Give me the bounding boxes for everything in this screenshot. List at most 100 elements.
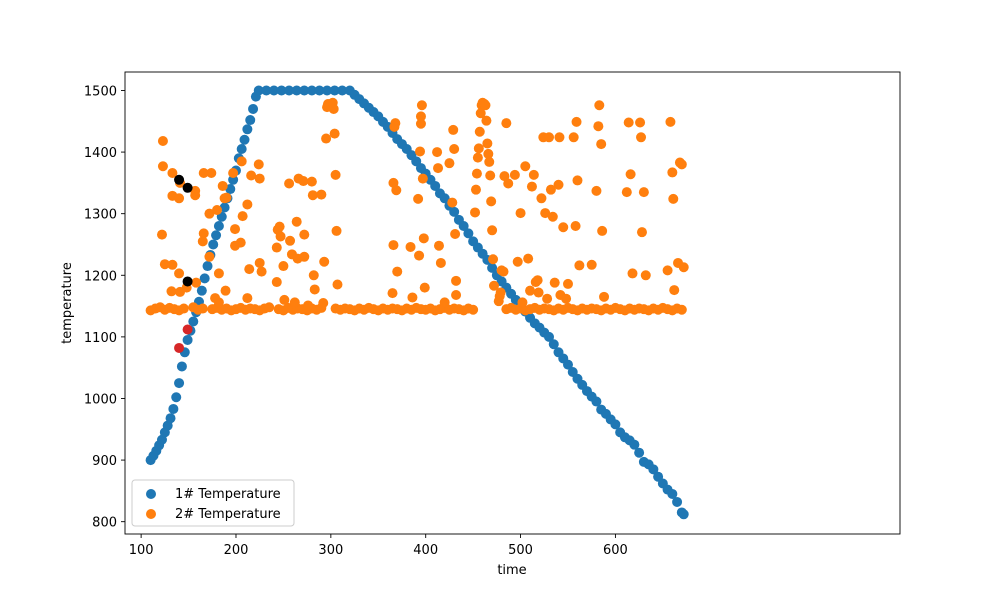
- data-point: [278, 261, 289, 272]
- data-point: [532, 275, 543, 286]
- data-point: [448, 124, 459, 135]
- data-point: [392, 266, 403, 277]
- points-layer: [145, 85, 689, 520]
- data-point: [594, 100, 605, 111]
- data-point: [330, 169, 341, 180]
- data-point: [474, 126, 485, 137]
- data-point: [242, 199, 253, 210]
- data-point: [549, 277, 560, 288]
- data-point: [610, 419, 621, 430]
- legend-label-series-2: 2# Temperature: [175, 507, 281, 522]
- data-point: [470, 184, 481, 195]
- x-axis-ticks: 100 200 300 400 500 600: [129, 534, 628, 558]
- highlight-point: [174, 174, 185, 185]
- data-point: [544, 132, 555, 143]
- data-point: [472, 152, 483, 163]
- y-tick-label: 800: [92, 516, 117, 531]
- data-point: [676, 304, 687, 315]
- data-point: [198, 168, 209, 179]
- data-point: [276, 85, 287, 96]
- legend: 1# Temperature 2# Temperature: [131, 479, 295, 527]
- plot-frame: [124, 71, 901, 535]
- data-point: [413, 193, 424, 204]
- data-point: [314, 85, 325, 96]
- data-point: [329, 85, 340, 96]
- data-point: [199, 273, 210, 284]
- data-point: [499, 171, 510, 182]
- data-point: [174, 193, 185, 204]
- data-point: [667, 488, 678, 499]
- data-point: [439, 297, 450, 308]
- data-point: [167, 259, 178, 270]
- data-point: [676, 159, 687, 170]
- data-point: [533, 287, 544, 298]
- data-point: [449, 206, 460, 217]
- data-point: [545, 184, 556, 195]
- legend-marker-series-2: [146, 509, 156, 519]
- data-point: [558, 222, 569, 233]
- data-point: [487, 225, 498, 236]
- x-tick-label: 100: [129, 543, 154, 558]
- data-point: [228, 168, 239, 179]
- data-point: [306, 85, 317, 96]
- data-point: [235, 237, 246, 248]
- y-tick-label: 1400: [84, 146, 117, 161]
- x-tick-label: 300: [318, 543, 343, 558]
- y-tick-label: 1000: [84, 392, 117, 407]
- data-point: [520, 161, 531, 172]
- data-point: [191, 277, 202, 288]
- legend-marker-series-1: [146, 489, 156, 499]
- data-point: [221, 192, 232, 203]
- data-point: [672, 496, 683, 507]
- data-point: [451, 289, 462, 300]
- data-point: [245, 115, 256, 126]
- legend-label-series-1: 1# Temperature: [175, 487, 281, 502]
- data-point: [568, 132, 579, 143]
- data-point: [264, 302, 275, 313]
- data-point: [407, 292, 418, 303]
- data-point: [166, 286, 177, 297]
- data-point: [246, 170, 257, 181]
- data-point: [498, 266, 509, 277]
- data-point: [542, 293, 553, 304]
- data-point: [526, 181, 537, 192]
- data-point: [271, 242, 282, 253]
- data-point: [536, 193, 547, 204]
- data-point: [528, 169, 539, 180]
- data-point: [167, 168, 178, 179]
- data-point: [176, 361, 187, 372]
- data-point: [501, 118, 512, 129]
- data-point: [484, 156, 495, 167]
- data-point: [417, 173, 428, 184]
- data-point: [593, 121, 604, 132]
- y-tick-label: 900: [92, 454, 117, 469]
- data-point: [586, 259, 597, 270]
- data-point: [636, 132, 647, 143]
- data-point: [248, 103, 259, 114]
- data-point: [236, 144, 247, 154]
- highlight-point: [182, 276, 193, 287]
- data-point: [204, 208, 215, 219]
- data-point: [485, 170, 496, 181]
- data-point: [319, 256, 330, 267]
- data-point: [621, 187, 632, 198]
- data-point: [635, 117, 646, 128]
- data-point: [217, 180, 228, 191]
- data-point: [678, 509, 689, 520]
- data-point: [495, 287, 506, 298]
- data-point: [198, 228, 209, 239]
- data-point: [271, 277, 282, 288]
- data-point: [562, 278, 573, 289]
- data-point: [337, 85, 348, 96]
- data-point: [662, 265, 673, 276]
- data-point: [212, 204, 223, 215]
- data-point: [159, 259, 170, 270]
- data-point: [299, 251, 310, 262]
- data-point: [482, 138, 493, 149]
- data-point: [447, 197, 458, 208]
- data-point: [256, 266, 267, 277]
- data-point: [328, 103, 339, 114]
- data-point: [669, 285, 680, 296]
- data-point: [503, 178, 514, 189]
